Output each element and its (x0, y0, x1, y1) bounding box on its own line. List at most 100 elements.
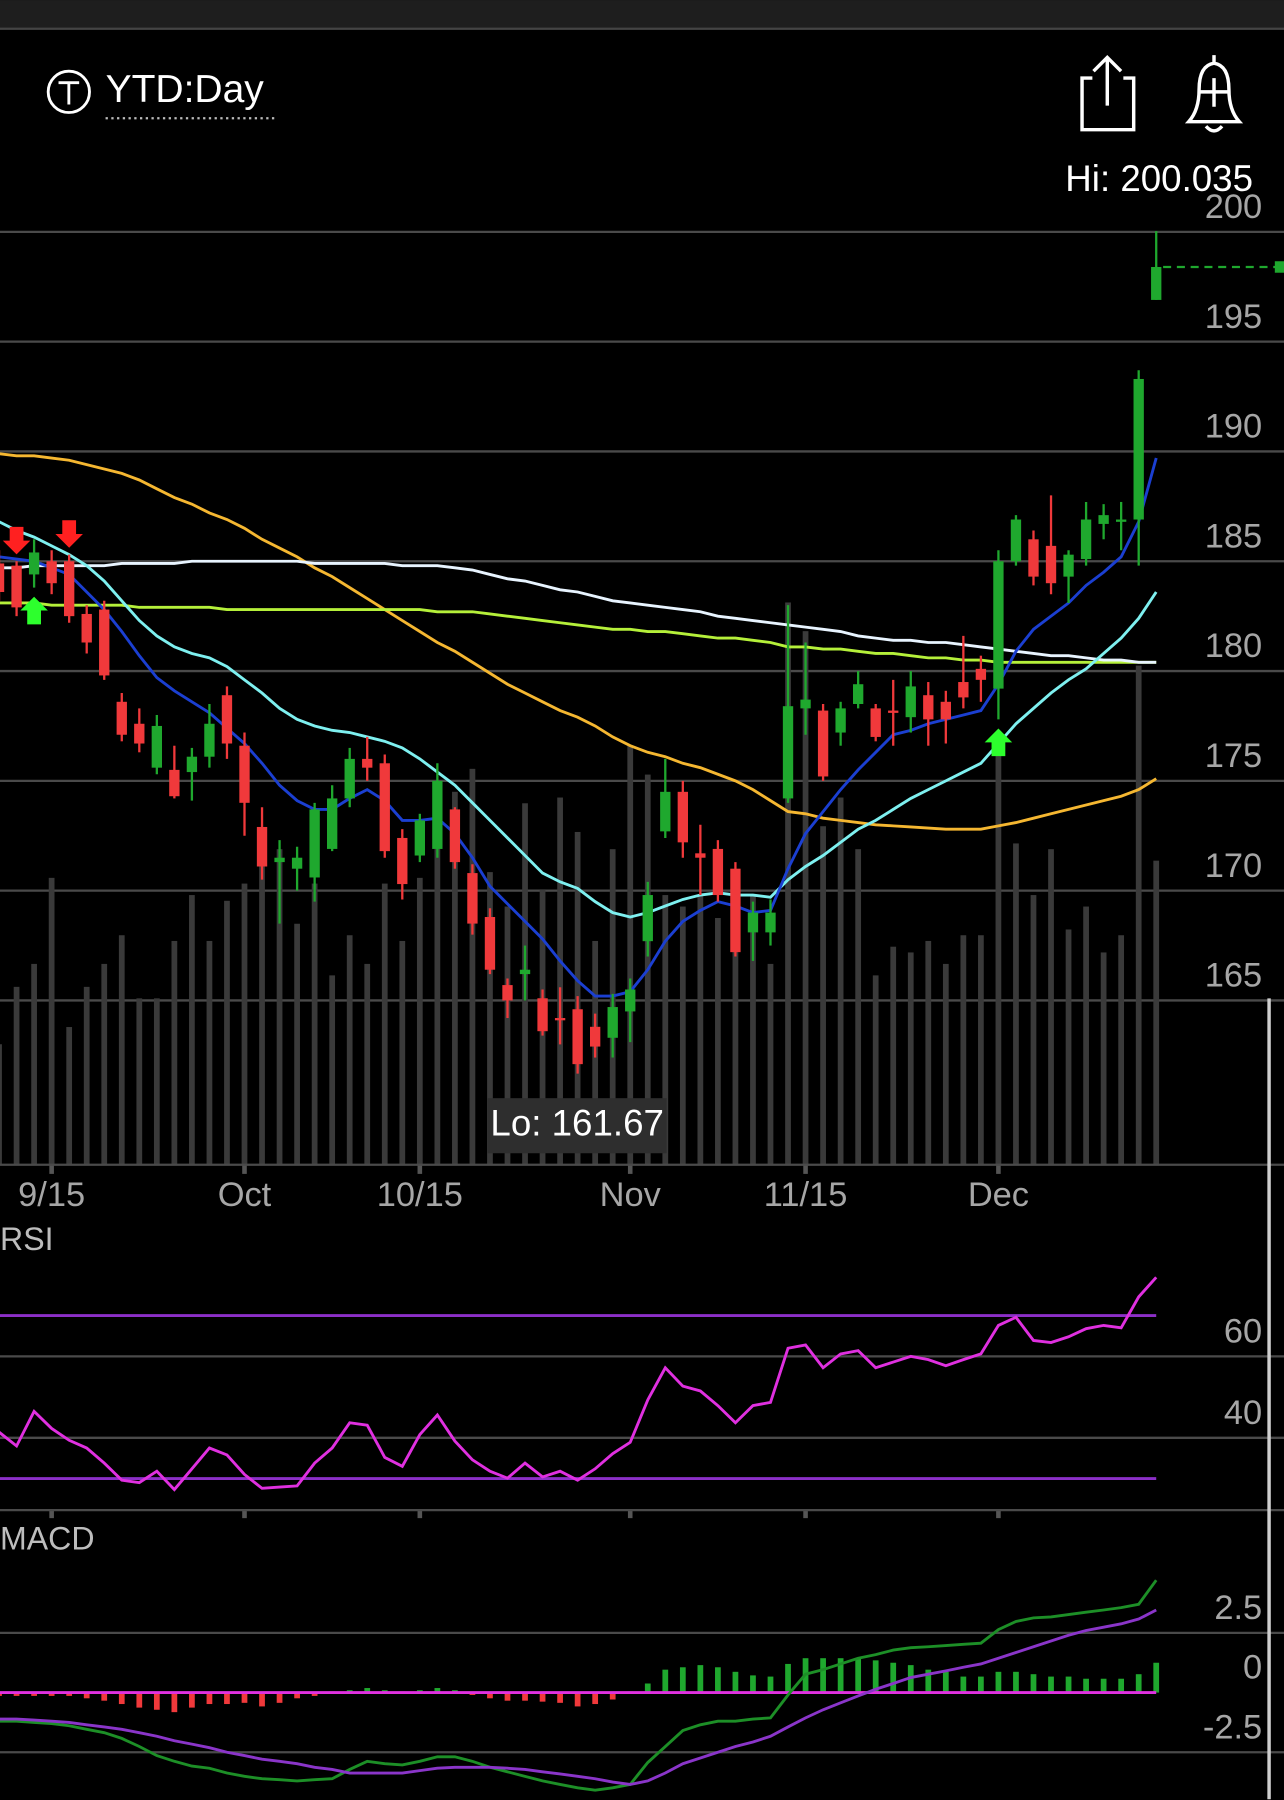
histogram-bar (153, 1692, 160, 1710)
histogram-bar (189, 1692, 195, 1708)
candle-body (782, 706, 794, 799)
histogram-bar (311, 1692, 318, 1696)
histogram-bar (557, 1692, 563, 1703)
volume-bar (206, 940, 213, 1165)
candle-body (747, 912, 759, 933)
volume-bar (346, 935, 353, 1165)
histogram-bar (171, 1692, 178, 1713)
volume-bar (452, 791, 458, 1165)
histogram-bar (0, 1692, 2, 1696)
volume-bar (1083, 906, 1089, 1165)
candle-body (1010, 519, 1022, 562)
last-price-marker (1274, 261, 1284, 273)
volume-bar (785, 602, 791, 1165)
x-tick-label: 9/15 (18, 1176, 85, 1214)
candle-body (186, 756, 198, 773)
histogram-bar (1083, 1678, 1089, 1693)
candle-body (362, 758, 373, 768)
volume-bar (399, 940, 406, 1165)
volume-bar (487, 872, 493, 1165)
candle-body (64, 561, 75, 617)
volume-bar (890, 946, 897, 1165)
candle-body (204, 723, 215, 757)
histogram-bar (1030, 1674, 1037, 1693)
histogram-bar (101, 1692, 108, 1701)
histogram-bar (1135, 1674, 1142, 1693)
range-selector[interactable]: YTD:Day (46, 68, 276, 120)
candle-body (519, 969, 531, 975)
share-button[interactable] (1080, 54, 1136, 132)
histogram-bar (1013, 1671, 1019, 1693)
histogram-bar (644, 1683, 651, 1693)
histogram-bar (890, 1662, 897, 1693)
histogram-bar (1048, 1676, 1054, 1693)
alert-button[interactable] (1184, 55, 1244, 133)
histogram-bar (942, 1671, 949, 1693)
indicator-line (0, 1276, 1158, 1492)
histogram-bar (31, 1692, 37, 1696)
y-tick-label: 200 (1205, 188, 1262, 226)
candle-body (309, 809, 320, 878)
volume-bar (750, 895, 756, 1165)
volume-bar (662, 895, 669, 1165)
histogram-bar (925, 1669, 932, 1693)
candle-body (1045, 545, 1057, 584)
histogram-bar (855, 1658, 862, 1693)
candle-body (484, 917, 496, 970)
histogram-bar (837, 1658, 844, 1693)
y-tick-label: 40 (1224, 1394, 1262, 1432)
y-tick-label: 165 (1205, 957, 1262, 995)
histogram-bar (1065, 1676, 1072, 1693)
volume-bar (118, 935, 125, 1165)
indicator-line (0, 1608, 1157, 1786)
buy-signal (20, 596, 48, 625)
histogram-bar (136, 1692, 143, 1708)
candle-body (256, 826, 268, 867)
candle-body (642, 895, 653, 942)
y-tick-label: 185 (1205, 517, 1262, 555)
low-label: Lo: 161.67 (490, 1102, 663, 1143)
candle-body (1115, 519, 1127, 522)
candle-body (537, 998, 548, 1032)
volume-bar (329, 975, 336, 1165)
volume-bar (907, 952, 914, 1165)
volume-bar (697, 895, 704, 1165)
candle-body (1028, 539, 1039, 577)
candle-body (923, 695, 934, 720)
histogram-bar (434, 1688, 441, 1693)
low-label-bg (487, 1098, 667, 1154)
y-tick-label: 60 (1224, 1312, 1262, 1350)
histogram-bar (872, 1660, 879, 1693)
volume-bar (416, 877, 423, 1165)
volume-bar (679, 906, 686, 1165)
volume-bar (171, 940, 178, 1165)
range-title[interactable]: YTD:Day (106, 68, 265, 111)
volume-bar (802, 631, 809, 1165)
histogram-bar (241, 1692, 248, 1703)
volume-bar (767, 963, 774, 1165)
candle-body (169, 769, 180, 797)
moving-average (0, 601, 1157, 664)
histogram-bar (609, 1692, 616, 1700)
candle-body (607, 1007, 618, 1038)
histogram-bar (697, 1665, 704, 1693)
histogram-bar (206, 1692, 213, 1705)
candle-body (993, 561, 1004, 689)
histogram-bar (522, 1692, 528, 1701)
candle-body (677, 791, 688, 843)
volume-bar (311, 883, 318, 1165)
candle-body (817, 710, 829, 777)
high-label: Hi: 200.035 (1065, 158, 1253, 199)
candle-body (1080, 519, 1092, 560)
volume-bar (820, 826, 826, 1165)
candle-body (344, 758, 355, 799)
histogram-bar (48, 1692, 55, 1696)
histogram-bar (504, 1692, 511, 1701)
volume-bar (1118, 935, 1125, 1165)
sell-signal (2, 526, 31, 555)
x-tick-label: 11/15 (764, 1176, 848, 1214)
y-tick-label: 190 (1205, 408, 1262, 446)
histogram-bar (1100, 1678, 1107, 1693)
